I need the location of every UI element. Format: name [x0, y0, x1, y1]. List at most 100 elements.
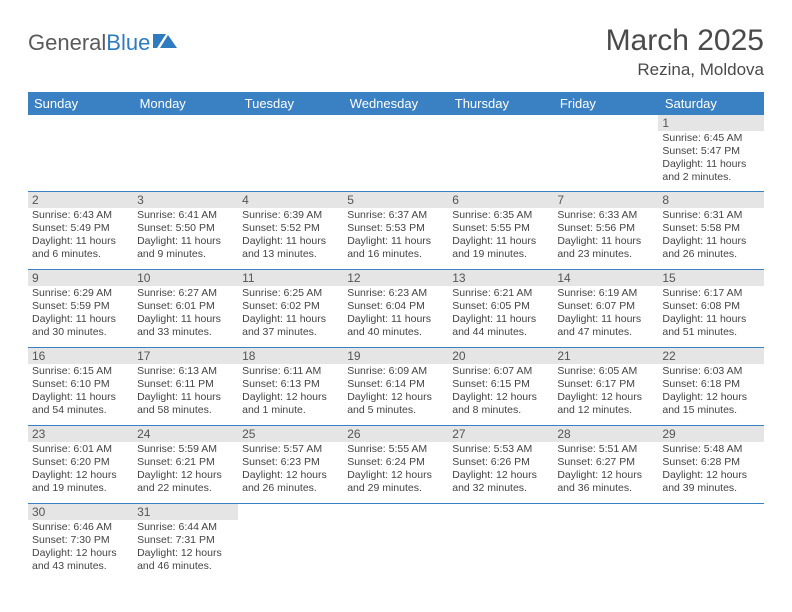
day-header: Wednesday — [343, 92, 448, 115]
calendar-day-cell: 12Sunrise: 6:23 AMSunset: 6:04 PMDayligh… — [343, 269, 448, 347]
day-header: Sunday — [28, 92, 133, 115]
calendar-table: SundayMondayTuesdayWednesdayThursdayFrid… — [28, 92, 764, 581]
logo: GeneralBlue — [28, 30, 178, 56]
calendar-empty-cell — [28, 115, 133, 191]
calendar-empty-cell — [448, 503, 553, 581]
day-details: Sunrise: 6:21 AMSunset: 6:05 PMDaylight:… — [448, 286, 553, 341]
calendar-day-cell: 24Sunrise: 5:59 AMSunset: 6:21 PMDayligh… — [133, 425, 238, 503]
calendar-day-cell: 4Sunrise: 6:39 AMSunset: 5:52 PMDaylight… — [238, 191, 343, 269]
day-header: Monday — [133, 92, 238, 115]
day-details: Sunrise: 6:44 AMSunset: 7:31 PMDaylight:… — [133, 520, 238, 575]
day-number: 28 — [553, 426, 658, 442]
page-header: GeneralBlue March 2025 Rezina, Moldova — [28, 24, 764, 80]
calendar-empty-cell — [448, 115, 553, 191]
day-details: Sunrise: 5:51 AMSunset: 6:27 PMDaylight:… — [553, 442, 658, 497]
day-number: 26 — [343, 426, 448, 442]
calendar-day-cell: 7Sunrise: 6:33 AMSunset: 5:56 PMDaylight… — [553, 191, 658, 269]
calendar-day-cell: 1Sunrise: 6:45 AMSunset: 5:47 PMDaylight… — [658, 115, 763, 191]
calendar-week-row: 9Sunrise: 6:29 AMSunset: 5:59 PMDaylight… — [28, 269, 764, 347]
calendar-empty-cell — [343, 115, 448, 191]
day-number: 22 — [658, 348, 763, 364]
day-details: Sunrise: 6:25 AMSunset: 6:02 PMDaylight:… — [238, 286, 343, 341]
calendar-day-cell: 17Sunrise: 6:13 AMSunset: 6:11 PMDayligh… — [133, 347, 238, 425]
day-number: 8 — [658, 192, 763, 208]
day-details: Sunrise: 6:23 AMSunset: 6:04 PMDaylight:… — [343, 286, 448, 341]
calendar-day-cell: 20Sunrise: 6:07 AMSunset: 6:15 PMDayligh… — [448, 347, 553, 425]
day-number: 9 — [28, 270, 133, 286]
day-number: 4 — [238, 192, 343, 208]
day-details: Sunrise: 6:27 AMSunset: 6:01 PMDaylight:… — [133, 286, 238, 341]
calendar-empty-cell — [658, 503, 763, 581]
month-title: March 2025 — [606, 24, 764, 58]
calendar-week-row: 23Sunrise: 6:01 AMSunset: 6:20 PMDayligh… — [28, 425, 764, 503]
day-number: 11 — [238, 270, 343, 286]
day-details: Sunrise: 5:57 AMSunset: 6:23 PMDaylight:… — [238, 442, 343, 497]
day-header: Friday — [553, 92, 658, 115]
calendar-day-cell: 9Sunrise: 6:29 AMSunset: 5:59 PMDaylight… — [28, 269, 133, 347]
calendar-body: 1Sunrise: 6:45 AMSunset: 5:47 PMDaylight… — [28, 115, 764, 581]
day-details: Sunrise: 6:07 AMSunset: 6:15 PMDaylight:… — [448, 364, 553, 419]
day-details: Sunrise: 6:41 AMSunset: 5:50 PMDaylight:… — [133, 208, 238, 263]
calendar-week-row: 30Sunrise: 6:46 AMSunset: 7:30 PMDayligh… — [28, 503, 764, 581]
calendar-day-cell: 16Sunrise: 6:15 AMSunset: 6:10 PMDayligh… — [28, 347, 133, 425]
day-details: Sunrise: 6:05 AMSunset: 6:17 PMDaylight:… — [553, 364, 658, 419]
day-number: 18 — [238, 348, 343, 364]
day-details: Sunrise: 6:01 AMSunset: 6:20 PMDaylight:… — [28, 442, 133, 497]
calendar-empty-cell — [238, 115, 343, 191]
calendar-page: GeneralBlue March 2025 Rezina, Moldova S… — [0, 0, 792, 581]
calendar-empty-cell — [553, 503, 658, 581]
calendar-day-cell: 8Sunrise: 6:31 AMSunset: 5:58 PMDaylight… — [658, 191, 763, 269]
day-details: Sunrise: 6:37 AMSunset: 5:53 PMDaylight:… — [343, 208, 448, 263]
day-number: 10 — [133, 270, 238, 286]
calendar-day-cell: 28Sunrise: 5:51 AMSunset: 6:27 PMDayligh… — [553, 425, 658, 503]
day-details: Sunrise: 5:59 AMSunset: 6:21 PMDaylight:… — [133, 442, 238, 497]
logo-text-blue: Blue — [106, 30, 150, 56]
day-details: Sunrise: 6:09 AMSunset: 6:14 PMDaylight:… — [343, 364, 448, 419]
day-number: 7 — [553, 192, 658, 208]
day-number: 15 — [658, 270, 763, 286]
day-details: Sunrise: 5:48 AMSunset: 6:28 PMDaylight:… — [658, 442, 763, 497]
calendar-week-row: 1Sunrise: 6:45 AMSunset: 5:47 PMDaylight… — [28, 115, 764, 191]
calendar-day-cell: 19Sunrise: 6:09 AMSunset: 6:14 PMDayligh… — [343, 347, 448, 425]
day-number: 19 — [343, 348, 448, 364]
day-number: 30 — [28, 504, 133, 520]
day-number: 17 — [133, 348, 238, 364]
day-details: Sunrise: 6:33 AMSunset: 5:56 PMDaylight:… — [553, 208, 658, 263]
day-number: 25 — [238, 426, 343, 442]
calendar-empty-cell — [133, 115, 238, 191]
day-number: 27 — [448, 426, 553, 442]
calendar-day-cell: 23Sunrise: 6:01 AMSunset: 6:20 PMDayligh… — [28, 425, 133, 503]
logo-text-gray: General — [28, 30, 106, 56]
day-details: Sunrise: 6:13 AMSunset: 6:11 PMDaylight:… — [133, 364, 238, 419]
calendar-day-cell: 5Sunrise: 6:37 AMSunset: 5:53 PMDaylight… — [343, 191, 448, 269]
title-block: March 2025 Rezina, Moldova — [606, 24, 764, 80]
calendar-day-cell: 11Sunrise: 6:25 AMSunset: 6:02 PMDayligh… — [238, 269, 343, 347]
day-details: Sunrise: 6:35 AMSunset: 5:55 PMDaylight:… — [448, 208, 553, 263]
calendar-day-cell: 26Sunrise: 5:55 AMSunset: 6:24 PMDayligh… — [343, 425, 448, 503]
day-number: 14 — [553, 270, 658, 286]
day-number: 23 — [28, 426, 133, 442]
day-details: Sunrise: 6:43 AMSunset: 5:49 PMDaylight:… — [28, 208, 133, 263]
calendar-day-cell: 31Sunrise: 6:44 AMSunset: 7:31 PMDayligh… — [133, 503, 238, 581]
day-details: Sunrise: 6:46 AMSunset: 7:30 PMDaylight:… — [28, 520, 133, 575]
calendar-header-row: SundayMondayTuesdayWednesdayThursdayFrid… — [28, 92, 764, 115]
day-details: Sunrise: 6:31 AMSunset: 5:58 PMDaylight:… — [658, 208, 763, 263]
day-header: Saturday — [658, 92, 763, 115]
day-number: 2 — [28, 192, 133, 208]
day-details: Sunrise: 6:19 AMSunset: 6:07 PMDaylight:… — [553, 286, 658, 341]
day-details: Sunrise: 6:29 AMSunset: 5:59 PMDaylight:… — [28, 286, 133, 341]
logo-flag-icon — [152, 30, 178, 56]
calendar-day-cell: 18Sunrise: 6:11 AMSunset: 6:13 PMDayligh… — [238, 347, 343, 425]
calendar-day-cell: 22Sunrise: 6:03 AMSunset: 6:18 PMDayligh… — [658, 347, 763, 425]
day-details: Sunrise: 6:45 AMSunset: 5:47 PMDaylight:… — [658, 131, 763, 186]
day-number: 1 — [658, 115, 763, 131]
day-number: 5 — [343, 192, 448, 208]
day-header: Thursday — [448, 92, 553, 115]
day-number: 21 — [553, 348, 658, 364]
calendar-day-cell: 30Sunrise: 6:46 AMSunset: 7:30 PMDayligh… — [28, 503, 133, 581]
calendar-day-cell: 29Sunrise: 5:48 AMSunset: 6:28 PMDayligh… — [658, 425, 763, 503]
day-number: 29 — [658, 426, 763, 442]
day-header: Tuesday — [238, 92, 343, 115]
location-label: Rezina, Moldova — [606, 60, 764, 80]
calendar-day-cell: 2Sunrise: 6:43 AMSunset: 5:49 PMDaylight… — [28, 191, 133, 269]
